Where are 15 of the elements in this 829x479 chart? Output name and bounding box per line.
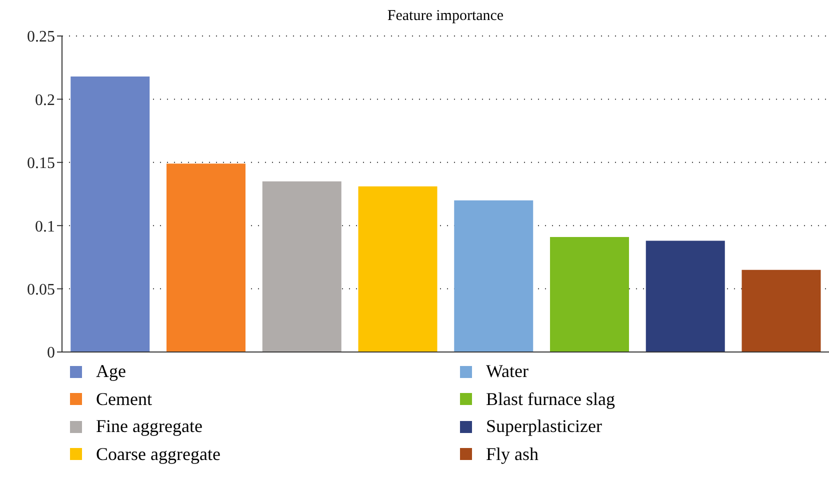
legend-label: Blast furnace slag: [486, 388, 615, 410]
legend-label: Water: [486, 361, 529, 382]
y-tick-label: 0.25: [27, 28, 55, 46]
y-tick-label: 0.05: [27, 281, 55, 298]
chart-title: Feature importance: [386, 8, 505, 26]
y-tick-label: 0.1: [35, 218, 55, 236]
y-tick-label: 0.2: [35, 92, 55, 109]
legend-label: Superplasticizer: [486, 416, 602, 438]
legend-label: Age: [96, 361, 126, 382]
y-tick-label: 0.15: [27, 155, 55, 172]
y-tick-label: 0: [47, 344, 55, 362]
legend-label: Coarse aggregate: [96, 444, 220, 465]
legend-label: Fine aggregate: [96, 416, 202, 438]
legend-label: Cement: [96, 388, 152, 410]
legend-label: Fly ash: [486, 444, 539, 465]
